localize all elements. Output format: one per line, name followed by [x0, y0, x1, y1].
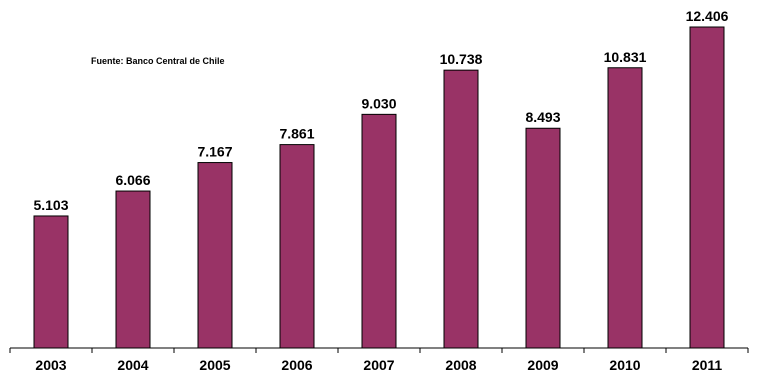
- data-label-2003: 5.103: [33, 197, 68, 213]
- data-label-2007: 9.030: [361, 95, 396, 111]
- x-tick-label-2007: 2007: [363, 357, 394, 373]
- data-label-2006: 7.861: [279, 126, 314, 142]
- data-label-2004: 6.066: [115, 172, 150, 188]
- x-tick-label-2011: 2011: [692, 357, 723, 373]
- bar-2003: [33, 215, 69, 349]
- data-label-2011: 12.406: [686, 8, 729, 24]
- x-tick-labels-group: 2003 2004 2005 2006 2007 2008 2009 2010 2011: [35, 357, 722, 373]
- data-label-2010: 10.831: [604, 49, 647, 65]
- x-ticks-group: [9, 348, 749, 353]
- x-tick-label-2009: 2009: [527, 357, 558, 373]
- x-tick-label-2003: 2003: [35, 357, 66, 373]
- bar-2004: [115, 190, 151, 349]
- x-tick-label-2005: 2005: [199, 357, 230, 373]
- x-tick-label-2004: 2004: [117, 357, 148, 373]
- bar-2005: [197, 162, 233, 349]
- data-label-2009: 8.493: [525, 109, 560, 125]
- x-tick-label-2006: 2006: [281, 357, 312, 373]
- bar-2010: [607, 67, 643, 349]
- bar-2011: [689, 26, 725, 349]
- data-label-2005: 7.167: [197, 144, 232, 160]
- bars-group: [33, 26, 725, 349]
- x-tick-label-2010: 2010: [609, 357, 640, 373]
- bar-2006: [279, 144, 315, 349]
- bar-2009: [525, 127, 561, 349]
- source-note: Fuente: Banco Central de Chile: [91, 56, 225, 66]
- x-tick-label-2008: 2008: [445, 357, 476, 373]
- value-labels-group: 5.103 6.066 7.167 7.861 9.030 10.738 8.493 10.8…: [33, 8, 728, 213]
- bar-2008: [443, 69, 479, 349]
- data-label-2008: 10.738: [440, 51, 483, 67]
- bar-2007: [361, 113, 397, 349]
